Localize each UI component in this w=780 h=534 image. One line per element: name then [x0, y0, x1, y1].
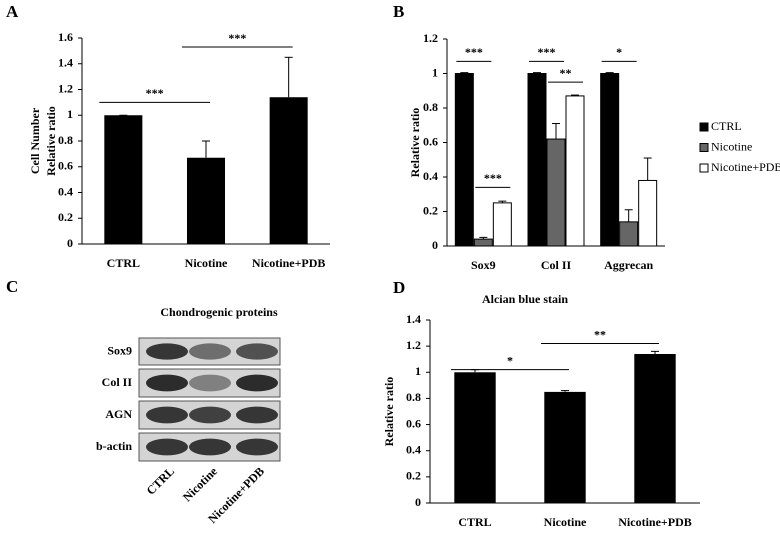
blot-band — [236, 374, 278, 392]
bar — [634, 353, 676, 503]
significance-label: *** — [146, 86, 164, 100]
panel-label: A — [6, 2, 19, 21]
chart-title: Alcian blue stain — [482, 292, 568, 306]
y-tick-label: 0.8 — [58, 133, 73, 147]
y-tick-label: 0.6 — [58, 159, 73, 173]
blot-band — [146, 374, 188, 392]
blot-row-label: AGN — [105, 407, 132, 421]
blot-band — [189, 438, 231, 456]
legend-label: Nicotine — [711, 139, 752, 153]
bar — [269, 97, 308, 244]
x-tick-label: Aggrecan — [604, 258, 653, 272]
blot-band — [146, 343, 188, 360]
significance-label: *** — [538, 45, 556, 59]
significance-label: * — [507, 353, 513, 367]
blot-band — [146, 406, 188, 424]
x-tick-label: CTRL — [458, 515, 491, 529]
bar — [492, 202, 512, 247]
y-axis-label: Relative ratio — [382, 377, 396, 447]
bar — [473, 238, 493, 247]
blot-band — [189, 343, 231, 360]
x-tick-label: Nicotine+PDB — [618, 515, 692, 529]
blot-lane-label: CTRL — [144, 464, 177, 497]
significance-label: ** — [594, 327, 606, 341]
legend-swatch — [699, 122, 709, 132]
legend-label: Nicotine+PDB — [711, 160, 780, 174]
legend-label: CTRL — [711, 119, 742, 133]
blot-band — [236, 343, 278, 360]
bar — [546, 138, 566, 247]
blot-lane-label: Nicotine — [180, 464, 221, 505]
y-tick-label: 1.6 — [58, 30, 73, 44]
significance-label: *** — [465, 45, 483, 59]
x-tick-label: Nicotine — [544, 515, 587, 529]
legend-swatch — [699, 163, 709, 173]
bar — [454, 372, 496, 503]
x-tick-label: Nicotine+PDB — [252, 256, 326, 270]
bar — [186, 157, 226, 244]
y-tick-label: 0.4 — [58, 184, 73, 198]
y-axis-label: Relative ratio — [44, 106, 58, 176]
blot-band — [189, 374, 231, 392]
y-tick-label: 1.4 — [58, 56, 73, 70]
y-axis-label: Cell Number — [28, 107, 42, 174]
y-tick-label: 0 — [67, 236, 73, 250]
y-tick-label: 0.8 — [423, 100, 438, 114]
y-tick-label: 0 — [432, 238, 438, 252]
x-tick-label: CTRL — [107, 256, 140, 270]
x-tick-label: Col II — [541, 258, 572, 272]
y-tick-label: 0.4 — [423, 169, 438, 183]
panel-label: D — [393, 278, 405, 297]
bar — [638, 179, 658, 247]
y-tick-label: 1 — [432, 65, 438, 79]
blot-row-label: Col II — [102, 375, 133, 389]
y-tick-label: 0.4 — [406, 442, 421, 456]
blot-band — [189, 406, 231, 424]
significance-label: *** — [484, 171, 502, 185]
bar — [104, 115, 143, 244]
blot-band — [236, 438, 278, 456]
y-tick-label: 0.2 — [423, 203, 438, 217]
y-tick-label: 1.4 — [406, 312, 421, 326]
y-axis-label: Relative ratio — [408, 108, 422, 178]
y-tick-label: 1.2 — [406, 338, 421, 352]
y-tick-label: 0 — [415, 495, 421, 509]
x-tick-label: Nicotine — [185, 256, 228, 270]
bar — [527, 73, 547, 247]
significance-label: * — [616, 45, 622, 59]
blot-title: Chondrogenic proteins — [160, 305, 278, 319]
blot-row-label: Sox9 — [107, 343, 132, 357]
blot-row-label: b-actin — [96, 439, 132, 453]
bar — [600, 73, 620, 247]
y-tick-label: 0.8 — [406, 390, 421, 404]
y-tick-label: 0.2 — [58, 210, 73, 224]
y-tick-label: 1 — [67, 107, 73, 121]
significance-label: ** — [560, 66, 572, 80]
blot-band — [146, 438, 188, 456]
y-tick-label: 0.6 — [406, 416, 421, 430]
significance-label: *** — [228, 31, 246, 45]
bar — [544, 391, 586, 503]
bar — [619, 221, 639, 247]
y-tick-label: 1.2 — [423, 31, 438, 45]
y-tick-label: 1.2 — [58, 81, 73, 95]
y-tick-label: 1 — [415, 364, 421, 378]
panel-label: C — [6, 277, 18, 296]
x-tick-label: Sox9 — [471, 258, 496, 272]
y-tick-label: 0.2 — [406, 469, 421, 483]
bar — [454, 73, 474, 247]
blot-band — [236, 406, 278, 424]
panel-label: B — [393, 2, 404, 21]
bar — [565, 95, 585, 247]
y-tick-label: 0.6 — [423, 134, 438, 148]
legend-swatch — [699, 143, 709, 152]
